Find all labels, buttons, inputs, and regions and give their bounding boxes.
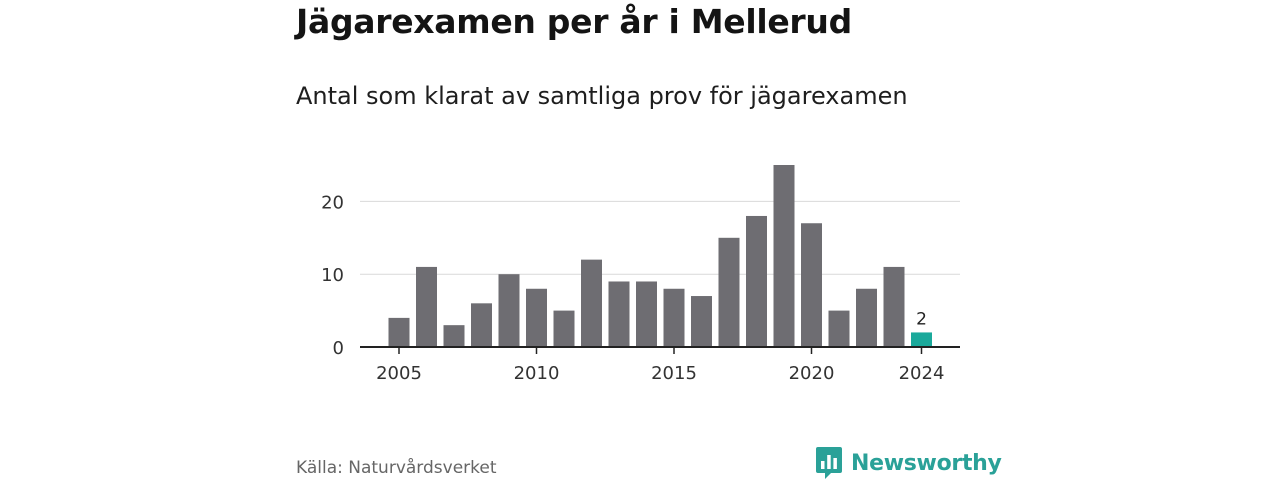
bar-2012 — [581, 259, 602, 347]
bar-2017 — [718, 237, 740, 347]
x-tick-label: 2015 — [651, 363, 697, 384]
data-label-2024: 2 — [916, 309, 927, 329]
bar-2018 — [746, 215, 767, 347]
bar-2005 — [388, 317, 410, 347]
y-tick-label: 0 — [333, 338, 344, 359]
y-tick-label: 20 — [321, 192, 344, 213]
bar-2020 — [801, 223, 822, 347]
chart-title: Jägarexamen per år i Mellerud — [296, 2, 852, 41]
bar-2016 — [691, 296, 712, 347]
bar-2023 — [883, 266, 905, 347]
axes — [360, 346, 960, 354]
bar-2008 — [471, 303, 492, 347]
x-tick-label: 2010 — [514, 363, 560, 384]
labels: 0 10 20 2005 2010 2015 2020 2024 2 — [321, 192, 944, 384]
x-tick-label: 2005 — [376, 363, 422, 384]
x-tick-label: 2024 — [899, 363, 945, 384]
bar-2024 — [911, 332, 932, 347]
bar-2015 — [663, 288, 685, 347]
bar-2011 — [553, 310, 575, 347]
source-note: Källa: Naturvårdsverket — [296, 458, 497, 478]
brand-name: Newsworthy — [851, 450, 1002, 476]
brand-logo: Newsworthy — [815, 446, 1002, 480]
newsworthy-logo-icon — [816, 447, 842, 479]
y-tick-label: 10 — [321, 265, 344, 286]
bar-2007 — [443, 325, 465, 347]
bar-chart: 0 10 20 2005 2010 2015 2020 2024 2 — [321, 165, 960, 384]
x-tick-label: 2020 — [789, 363, 835, 384]
bar-2009 — [498, 274, 520, 347]
bar-2006 — [416, 266, 437, 347]
bar-2019 — [773, 165, 795, 347]
bars — [388, 165, 932, 347]
bar-2022 — [856, 288, 877, 347]
gridlines — [360, 200, 960, 275]
bar-2010 — [526, 288, 547, 347]
bar-2021 — [828, 310, 850, 347]
bar-2014 — [636, 281, 657, 347]
bar-2013 — [608, 281, 630, 347]
chart-subtitle: Antal som klarat av samtliga prov för jä… — [296, 82, 908, 110]
